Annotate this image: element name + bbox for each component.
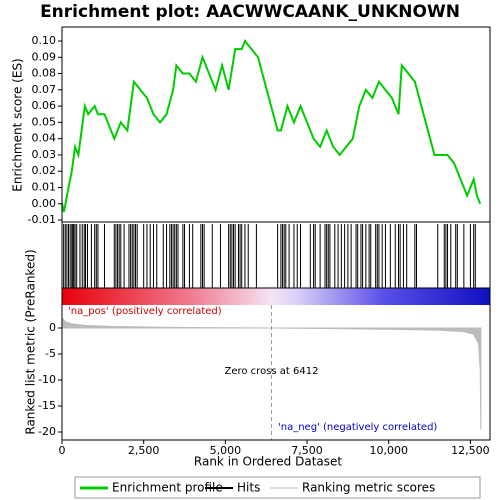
y-axis-label: Ranked list metric (PreRanked): [24, 249, 38, 434]
legend-label: Hits: [237, 481, 260, 495]
panel-frame: [61, 221, 491, 289]
x-tick-label: 5,000: [210, 444, 242, 457]
y-tick-label: 0.08: [32, 67, 57, 80]
metric-area: [61, 316, 482, 430]
y-tick-label: -5: [45, 347, 56, 360]
color-bar: [62, 288, 490, 305]
x-tick-label: 2,500: [128, 444, 160, 457]
legend-label: Enrichment profile: [112, 481, 223, 495]
y-tick-label: -20: [38, 425, 56, 438]
y-axis-label: Enrichment score (ES): [11, 58, 25, 191]
y-tick-label: 0.06: [32, 99, 57, 112]
panel-frame: [61, 287, 491, 441]
annotation: 'na_neg' (negatively correlated): [278, 422, 437, 433]
enrichment-line: [61, 39, 482, 213]
y-tick-label: 0: [49, 321, 56, 334]
y-tick-label: 0.05: [32, 115, 57, 128]
x-tick-label: 12,500: [451, 444, 490, 457]
y-tick-label: 0.09: [32, 50, 57, 63]
legend-label: Ranking metric scores: [302, 481, 435, 495]
chart-title: Enrichment plot: AACWWCAANK_UNKNOWN: [40, 2, 460, 22]
y-tick-label: 0.10: [32, 34, 57, 47]
y-tick-label: 0.00: [32, 197, 57, 210]
y-tick-label: 0.01: [32, 180, 57, 193]
annotation: 'na_pos' (positively correlated): [68, 306, 222, 317]
x-axis-label: Rank in Ordered Dataset: [194, 455, 342, 469]
annotation: Zero cross at 6412: [224, 366, 318, 377]
y-tick-label: 0.02: [32, 164, 57, 177]
y-tick-label: -0.01: [28, 213, 56, 226]
x-tick-label: 7,500: [291, 444, 323, 457]
y-tick-label: -15: [38, 399, 56, 412]
y-tick-label: -10: [38, 373, 56, 386]
x-tick-label: 10,000: [369, 444, 408, 457]
y-tick-label: 0.07: [32, 83, 57, 96]
y-tick-label: 0.04: [32, 132, 57, 145]
x-tick-label: 0: [59, 444, 66, 457]
y-tick-label: 0.03: [32, 148, 57, 161]
